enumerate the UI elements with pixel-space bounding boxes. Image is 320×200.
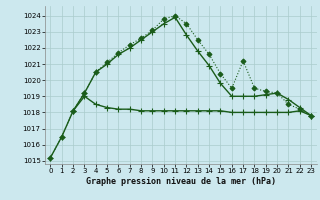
X-axis label: Graphe pression niveau de la mer (hPa): Graphe pression niveau de la mer (hPa): [86, 177, 276, 186]
